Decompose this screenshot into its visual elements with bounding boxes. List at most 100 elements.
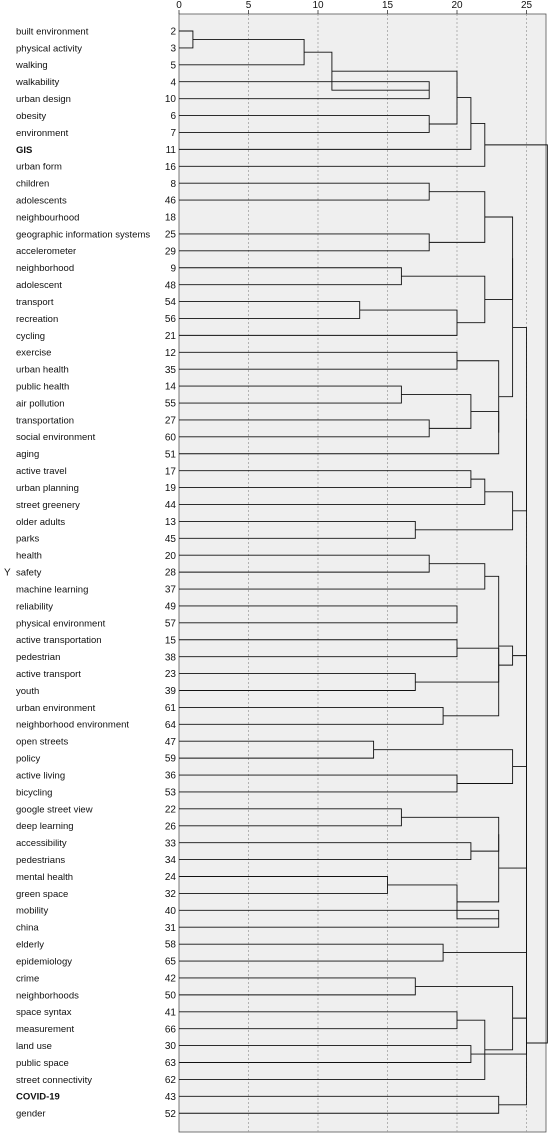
leaf-label: urban planning	[16, 483, 79, 494]
leaf-id: 35	[165, 365, 177, 376]
dendrogram-link	[179, 605, 458, 624]
leaf-label: recreation	[16, 314, 58, 325]
leaf-label: urban design	[16, 94, 71, 105]
x-tick-label-10: 10	[312, 0, 324, 11]
leaf-label: aging	[16, 449, 39, 460]
leaf-label: urban form	[16, 162, 62, 173]
leaf-label: transport	[16, 297, 54, 308]
leaf-label: elderly	[16, 940, 44, 951]
leaf-label: urban health	[16, 365, 69, 376]
leaf-label: physical activity	[16, 43, 82, 54]
leaf-id: 13	[165, 517, 177, 528]
leaf-id: 10	[165, 94, 177, 105]
leaf-label: exercise	[16, 348, 51, 359]
leaf-label: street greenery	[16, 500, 80, 511]
leaf-id: 33	[165, 838, 177, 849]
leaf-id: 6	[170, 111, 176, 122]
leaf-label: adolescent	[16, 280, 62, 291]
leaf-id: 57	[165, 618, 177, 629]
leaf-id: 41	[165, 1007, 177, 1018]
leaf-label: urban environment	[16, 703, 96, 714]
leaf-id: 8	[170, 179, 176, 190]
leaf-id: 18	[165, 213, 177, 224]
leaf-id: 29	[165, 246, 177, 257]
leaf-id: 5	[170, 60, 176, 71]
leaf-id: 14	[165, 382, 177, 393]
leaf-label: transportation	[16, 415, 74, 426]
leaf-label: measurement	[16, 1024, 74, 1035]
leaf-label: street connectivity	[16, 1075, 92, 1086]
leaf-id: 17	[165, 466, 177, 477]
leaf-label: china	[16, 923, 39, 934]
leaf-label: active travel	[16, 466, 67, 477]
leaf-label: mental health	[16, 872, 73, 883]
leaf-id: 53	[165, 788, 177, 799]
leaf-label: physical environment	[16, 618, 106, 629]
leaf-label: safety	[16, 568, 42, 579]
leaf-label: neighborhood	[16, 263, 74, 274]
leaf-labels: built environment 2 physical activity 3 walk…	[15, 26, 176, 1119]
leaf-id: 61	[165, 703, 177, 714]
leaf-label: google street view	[16, 804, 93, 815]
leaf-label: gender	[16, 1109, 46, 1120]
leaf-label: walking	[15, 60, 48, 71]
leaf-id: 43	[165, 1092, 177, 1103]
leaf-id: 19	[165, 483, 177, 494]
leaf-label: accessibility	[16, 838, 67, 849]
leaf-label: obesity	[16, 111, 46, 122]
leaf-id: 21	[165, 331, 177, 342]
leaf-label: COVID-19	[16, 1092, 60, 1103]
leaf-id: 56	[165, 314, 177, 325]
dendrogram-link	[484, 216, 514, 300]
leaf-label: deep learning	[16, 821, 74, 832]
leaf-label: health	[16, 551, 42, 562]
leaf-id: 42	[165, 974, 177, 985]
leaf-id: 16	[165, 162, 177, 173]
leaf-label: green space	[16, 889, 68, 900]
leaf-id: 20	[165, 551, 177, 562]
x-tick-label-5: 5	[246, 0, 252, 11]
leaf-label: active transportation	[16, 635, 102, 646]
leaf-label: built environment	[16, 26, 89, 37]
leaf-label: walkability	[15, 77, 60, 88]
leaf-id: 38	[165, 652, 177, 663]
leaf-id: 30	[165, 1041, 177, 1052]
leaf-label: machine learning	[16, 584, 88, 595]
x-tick-label-20: 20	[451, 0, 463, 11]
leaf-label: pedestrians	[16, 855, 65, 866]
leaf-id: 46	[165, 196, 177, 207]
leaf-id: 34	[165, 855, 177, 866]
leaf-label: land use	[16, 1041, 52, 1052]
leaf-id: 25	[165, 230, 177, 241]
leaf-id: 3	[170, 44, 176, 55]
leaf-label: social environment	[16, 432, 96, 443]
leaf-label: youth	[16, 686, 39, 697]
leaf-label: neighborhood environment	[16, 720, 129, 731]
leaf-label: GIS	[16, 145, 32, 156]
leaf-id: 55	[165, 399, 177, 410]
leaf-label: public health	[16, 382, 69, 393]
leaf-label: bicycling	[16, 787, 52, 798]
leaf-id: 11	[166, 145, 177, 156]
leaf-label: pedestrian	[16, 652, 60, 663]
x-axis: 0 5 10 15 20 25	[176, 0, 532, 14]
leaf-id: 36	[165, 771, 177, 782]
leaf-id: 7	[170, 128, 176, 139]
leaf-id: 51	[165, 449, 177, 460]
leaf-id: 50	[165, 990, 177, 1001]
x-tick-label-15: 15	[382, 0, 394, 11]
leaf-id: 40	[165, 906, 177, 917]
leaf-id: 15	[165, 635, 177, 646]
leaf-label: accelerometer	[16, 246, 76, 257]
leaf-label: older adults	[16, 517, 65, 528]
dendrogram-link	[457, 834, 500, 903]
leaf-label: geographic information systems	[16, 229, 150, 240]
dendrogram-branches	[179, 30, 548, 1114]
leaf-id: 32	[165, 889, 177, 900]
leaf-id: 9	[170, 263, 176, 274]
leaf-id: 44	[165, 500, 177, 511]
x-tick-label-0: 0	[176, 0, 182, 11]
leaf-label: crime	[16, 973, 39, 984]
dendrogram-link	[484, 144, 548, 1044]
plot-area	[178, 13, 547, 1133]
